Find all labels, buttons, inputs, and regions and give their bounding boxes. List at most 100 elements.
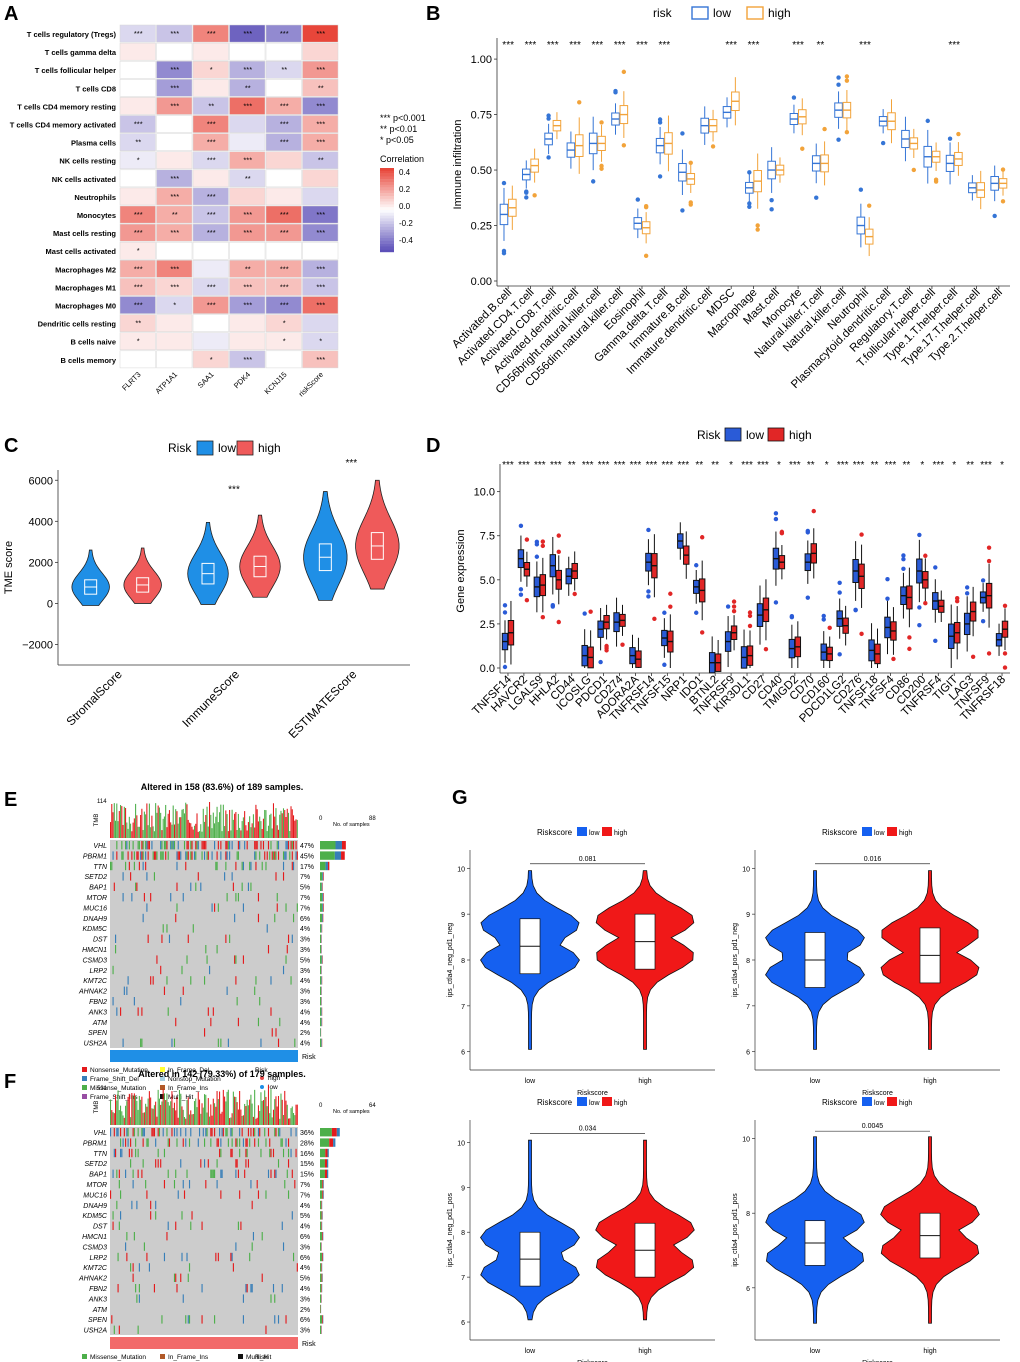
tmb-bar bbox=[239, 827, 241, 838]
tmb-bar bbox=[211, 828, 213, 838]
tmb-bar bbox=[280, 810, 282, 838]
heatmap-cell bbox=[192, 115, 229, 133]
tmb-bar bbox=[270, 813, 272, 838]
mutation-cell bbox=[147, 841, 149, 850]
tmb-bar bbox=[232, 1091, 234, 1125]
heatmap-star: *** bbox=[316, 264, 325, 273]
tmb-bar bbox=[127, 1096, 129, 1125]
tmb-bar bbox=[183, 813, 186, 838]
heatmap-cell bbox=[192, 278, 229, 296]
tmb-bar bbox=[256, 809, 258, 838]
mutation-cell bbox=[235, 1138, 237, 1147]
mutation-cell bbox=[251, 1242, 253, 1251]
legend-key-high bbox=[767, 427, 785, 442]
mutation-cell bbox=[146, 1252, 148, 1262]
tmb-bar bbox=[117, 1090, 119, 1125]
tmb-bar bbox=[142, 829, 144, 838]
y-tick-label: 7 bbox=[461, 1275, 465, 1282]
mutation-cell bbox=[123, 986, 125, 995]
colorbar-step bbox=[380, 218, 394, 222]
tmb-bar bbox=[290, 1108, 292, 1125]
mutation-cell bbox=[110, 861, 112, 871]
mutation-cell bbox=[237, 1169, 239, 1178]
tmb-bar bbox=[230, 830, 232, 838]
tmb-bar bbox=[140, 814, 142, 838]
tmb-bar bbox=[118, 1110, 120, 1125]
legend-key-low bbox=[691, 6, 709, 20]
mutation-cell bbox=[186, 851, 188, 860]
mutation-cell bbox=[231, 1148, 233, 1158]
legend-key-high bbox=[602, 1097, 612, 1106]
tmb-bar bbox=[155, 1101, 157, 1125]
tmb-bar bbox=[246, 1099, 248, 1125]
y-axis-label: ips_ctla4_neg_pd1_neg bbox=[447, 923, 454, 997]
gene-label: TTN bbox=[93, 1151, 108, 1158]
tmb-bar bbox=[217, 1099, 219, 1125]
gene-percent: 4% bbox=[300, 1286, 310, 1293]
mutation-cell bbox=[275, 872, 277, 881]
mutation-cell bbox=[287, 934, 290, 943]
colorbar-step bbox=[380, 184, 394, 188]
mutation-cell bbox=[171, 841, 173, 850]
mutation-cell bbox=[147, 851, 149, 860]
legend-key-low bbox=[196, 440, 214, 456]
count-bar bbox=[322, 1180, 324, 1189]
mutation-cell bbox=[255, 861, 257, 871]
tmb-bar bbox=[151, 1108, 153, 1125]
tmb-bar bbox=[132, 822, 134, 838]
mutation-cell bbox=[242, 1315, 244, 1324]
heatmap-star: *** bbox=[243, 210, 252, 219]
mutation-cell bbox=[211, 851, 213, 860]
mutation-cell bbox=[138, 1294, 140, 1303]
gene-percent: 2% bbox=[300, 1307, 310, 1314]
tmb-bar bbox=[123, 806, 125, 838]
legend-mutation: In_Frame_Del bbox=[168, 1067, 210, 1074]
mutation-cell bbox=[185, 1315, 187, 1324]
gene-label: USH2A bbox=[84, 1328, 108, 1335]
mutation-cell bbox=[275, 851, 277, 860]
significance-star: ** bbox=[817, 40, 825, 51]
mutation-cell bbox=[188, 1263, 191, 1272]
heatmap-star: ** bbox=[245, 264, 251, 273]
mutation-cell bbox=[168, 1138, 171, 1147]
tmb-bar bbox=[140, 1099, 142, 1125]
mutation-cell bbox=[259, 851, 261, 860]
mutation-cell bbox=[146, 841, 148, 850]
mutation-cell bbox=[142, 913, 144, 923]
outlier-point bbox=[755, 227, 760, 232]
legend-swatch bbox=[82, 1094, 87, 1099]
tmb-bar bbox=[216, 1091, 218, 1125]
tmb-bar bbox=[249, 816, 251, 838]
mutation-cell bbox=[249, 861, 251, 871]
mutation-cell bbox=[137, 841, 139, 850]
colorbar-step bbox=[380, 204, 394, 208]
mutation-cell bbox=[153, 851, 155, 860]
mutation-cell bbox=[138, 841, 140, 850]
mutation-cell bbox=[142, 1128, 144, 1137]
heatmap-star: *** bbox=[170, 174, 179, 183]
tmb-bar bbox=[294, 1115, 296, 1125]
tmb-bar bbox=[287, 812, 290, 838]
correlation-legend-title: Correlation bbox=[380, 154, 424, 164]
tmb-bar bbox=[294, 820, 296, 838]
colorbar-step bbox=[380, 243, 394, 247]
mutation-cell bbox=[212, 1007, 214, 1016]
panel-label-e: E bbox=[4, 789, 17, 811]
outlier-point bbox=[501, 180, 507, 186]
outlier-point bbox=[518, 592, 524, 597]
gene-label: KDM5C bbox=[82, 926, 107, 933]
mutation-cell bbox=[231, 1128, 233, 1137]
mutation-cell bbox=[230, 1252, 232, 1262]
tmb-bar bbox=[282, 1114, 285, 1125]
mutation-cell bbox=[128, 861, 130, 871]
heatmap-cell bbox=[229, 79, 266, 97]
tmb-bar bbox=[259, 1110, 261, 1125]
mutation-cell bbox=[216, 1180, 218, 1189]
tmb-bar bbox=[247, 822, 249, 838]
significance-star: *** bbox=[658, 40, 670, 51]
tmb-bar bbox=[227, 831, 229, 838]
tmb-bar bbox=[255, 1118, 257, 1125]
outlier-point bbox=[1000, 167, 1006, 172]
outlier-point bbox=[1000, 199, 1006, 204]
tmb-bar bbox=[192, 829, 194, 838]
